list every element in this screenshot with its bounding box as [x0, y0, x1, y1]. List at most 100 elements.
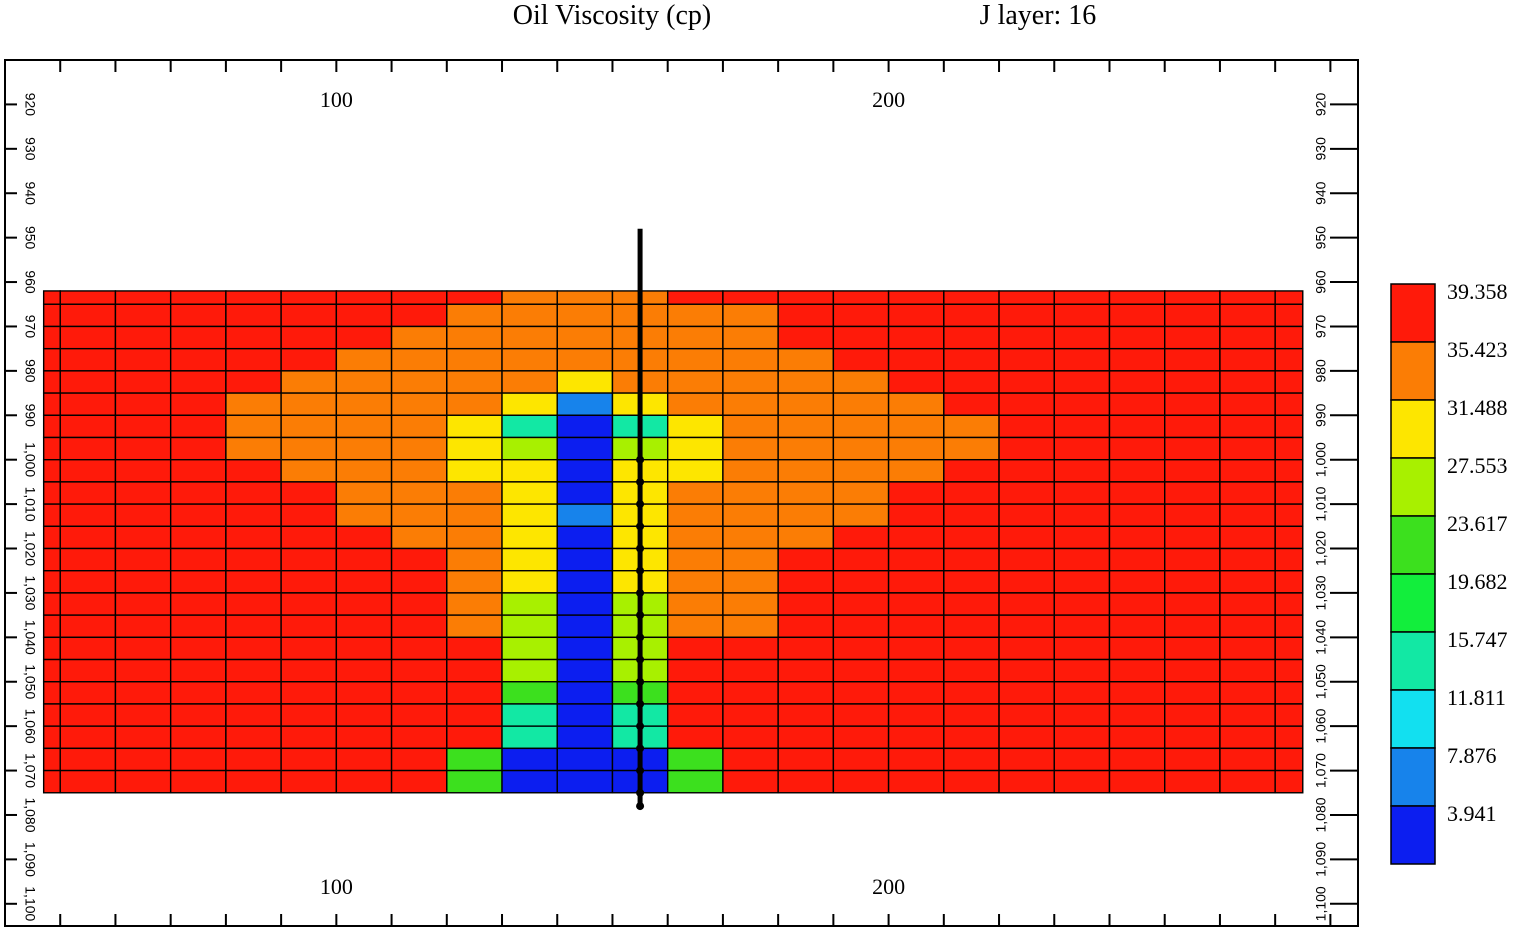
heatmap-cell [446, 303, 503, 328]
heatmap-cell [666, 725, 724, 750]
heatmap-cell [556, 614, 614, 639]
heatmap-cell [1164, 547, 1221, 572]
x-tick-label-top: 100 [320, 87, 353, 112]
heatmap-cell [390, 769, 448, 794]
heatmap-cell [1164, 303, 1221, 328]
heatmap-cell [446, 370, 503, 394]
heatmap-cell [1108, 347, 1166, 372]
heatmap-cell [556, 458, 614, 483]
y-tick-label-left: 950 [22, 226, 38, 250]
heatmap-cell [1219, 325, 1276, 350]
heatmap-cell [335, 703, 393, 727]
heatmap-cell [446, 414, 503, 439]
heatmap-cell [280, 658, 338, 683]
heatmap-cell [777, 525, 835, 550]
heatmap-cell [722, 570, 779, 594]
heatmap-cell [114, 658, 172, 683]
heatmap-cell [169, 614, 227, 639]
heatmap-cell [335, 392, 393, 416]
heatmap-cell [446, 614, 503, 639]
heatmap-cell [501, 503, 558, 528]
heatmap-cell [446, 525, 503, 550]
heatmap-cell [887, 525, 945, 550]
heatmap-cell [280, 769, 338, 794]
heatmap-cell [887, 370, 945, 394]
legend-label: 39.358 [1447, 279, 1508, 304]
heatmap-cell [1219, 303, 1276, 328]
heatmap-cell [998, 725, 1055, 750]
heatmap-cell [943, 525, 1000, 550]
heatmap-cell [42, 370, 61, 394]
heatmap-cell [1164, 503, 1221, 528]
heatmap-cell [943, 592, 1000, 616]
heatmap-cell [335, 636, 393, 661]
y-tick-label-right: 930 [1313, 137, 1329, 161]
heatmap-cell [998, 436, 1055, 461]
heatmap-cell [59, 392, 117, 416]
heatmap-cell [280, 725, 338, 750]
heatmap-cell [722, 370, 779, 394]
heatmap-cell [335, 370, 393, 394]
heatmap-cell [1108, 769, 1166, 794]
x-tick-label-top: 200 [872, 87, 905, 112]
heatmap-cell [1053, 592, 1111, 616]
well-perforation-dot [636, 633, 645, 642]
y-tick-label-right: 960 [1313, 270, 1329, 294]
heatmap-cell [446, 290, 503, 305]
heatmap-cell [335, 769, 393, 794]
heatmap-cell [280, 325, 338, 350]
heatmap-cell [501, 303, 558, 328]
legend-swatch [1390, 805, 1436, 865]
heatmap-cell [225, 503, 282, 528]
heatmap-cell [943, 703, 1000, 727]
heatmap-cell [280, 747, 338, 772]
heatmap-cell [1219, 525, 1276, 550]
legend-label: 19.682 [1447, 569, 1508, 594]
heatmap-cell [501, 636, 558, 661]
heatmap-cell [666, 592, 724, 616]
heatmap-cell [887, 703, 945, 727]
heatmap-cell [114, 503, 172, 528]
heatmap-cell [887, 503, 945, 528]
heatmap-cell [1053, 290, 1111, 305]
heatmap-cell [998, 414, 1055, 439]
heatmap-cell [1164, 658, 1221, 683]
heatmap-cell [666, 614, 724, 639]
heatmap-cell [722, 592, 779, 616]
y-tick-label-right: 1,020 [1313, 531, 1329, 566]
heatmap-cell [225, 725, 282, 750]
heatmap-cell [887, 458, 945, 483]
heatmap-cell [943, 725, 1000, 750]
heatmap-cell [666, 347, 724, 372]
legend-swatch [1390, 573, 1436, 633]
well-perforation-dot [636, 611, 645, 620]
heatmap-cell [887, 570, 945, 594]
heatmap-cell [666, 436, 724, 461]
heatmap-cell [446, 725, 503, 750]
heatmap-cell [1274, 370, 1304, 394]
heatmap-cell [1053, 681, 1111, 705]
x-tick-label-bottom: 200 [872, 874, 905, 899]
heatmap-cell [501, 458, 558, 483]
heatmap-cell [59, 570, 117, 594]
heatmap-cell [1274, 592, 1304, 616]
heatmap-cell [335, 547, 393, 572]
heatmap-cell [59, 370, 117, 394]
heatmap-cell [998, 547, 1055, 572]
heatmap-cell [1108, 592, 1166, 616]
heatmap-cell [1219, 347, 1276, 372]
heatmap-cell [887, 769, 945, 794]
y-tick-label-left: 1,050 [22, 664, 38, 699]
heatmap-cell [556, 414, 614, 439]
heatmap-cell [390, 592, 448, 616]
heatmap-cell [556, 769, 614, 794]
heatmap-cell [446, 347, 503, 372]
y-tick-label-right: 1,090 [1313, 842, 1329, 877]
heatmap-cell [1164, 614, 1221, 639]
heatmap-cell [998, 592, 1055, 616]
heatmap-cell [1274, 414, 1304, 439]
heatmap-cell [42, 458, 61, 483]
heatmap-cell [114, 614, 172, 639]
heatmap-cell [722, 769, 779, 794]
